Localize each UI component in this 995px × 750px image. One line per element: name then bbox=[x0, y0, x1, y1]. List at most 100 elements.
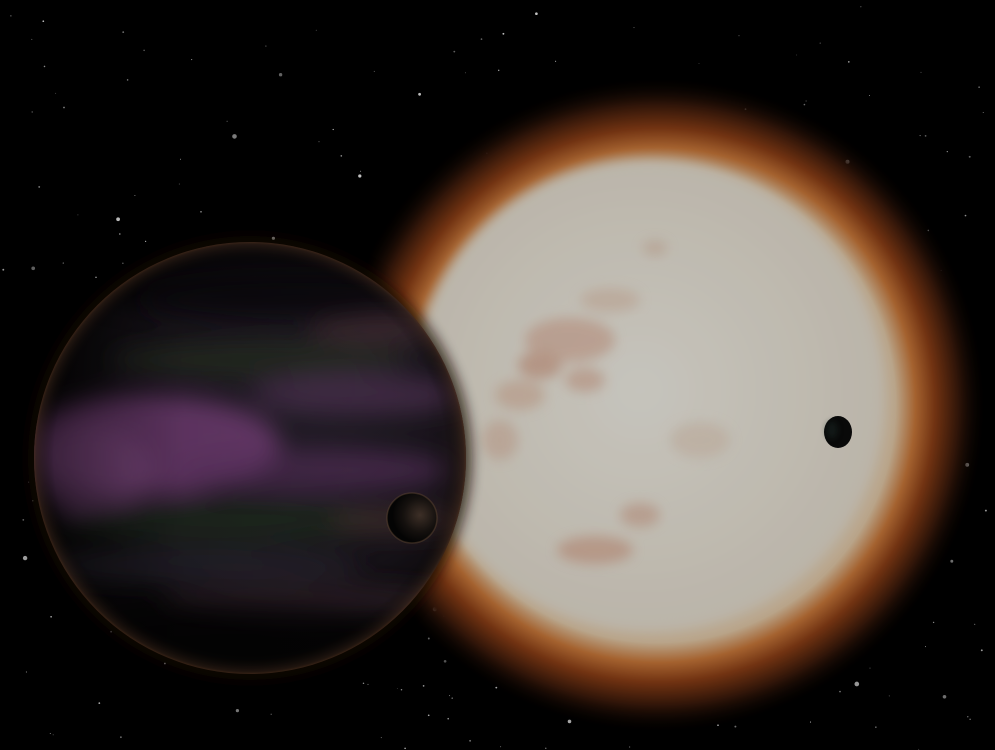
background-star bbox=[418, 92, 421, 96]
background-star bbox=[31, 266, 36, 271]
background-star bbox=[235, 708, 240, 713]
background-star bbox=[191, 59, 193, 61]
background-star bbox=[62, 262, 64, 264]
background-star bbox=[404, 747, 406, 750]
background-star bbox=[545, 747, 547, 749]
background-star bbox=[734, 725, 737, 728]
background-star bbox=[447, 717, 450, 720]
background-star bbox=[178, 183, 180, 185]
background-star bbox=[118, 233, 121, 235]
background-star bbox=[42, 20, 45, 23]
background-star bbox=[803, 103, 806, 106]
background-star bbox=[122, 262, 124, 264]
background-star bbox=[367, 683, 369, 685]
background-star bbox=[10, 15, 12, 17]
background-star bbox=[451, 697, 453, 699]
background-star bbox=[555, 60, 557, 62]
background-star bbox=[805, 100, 807, 102]
background-star bbox=[942, 695, 947, 699]
background-star bbox=[502, 32, 505, 35]
background-star bbox=[134, 195, 136, 196]
background-star bbox=[265, 45, 267, 47]
background-star bbox=[932, 621, 935, 624]
background-star bbox=[443, 659, 447, 663]
background-star bbox=[270, 713, 272, 715]
background-star bbox=[982, 111, 984, 113]
background-star bbox=[919, 135, 921, 137]
background-star bbox=[98, 702, 101, 704]
background-star bbox=[480, 38, 483, 40]
background-star bbox=[77, 214, 79, 216]
background-star bbox=[2, 268, 5, 271]
background-star bbox=[633, 27, 635, 29]
background-star bbox=[232, 134, 237, 139]
background-star bbox=[500, 746, 502, 748]
background-star bbox=[28, 481, 30, 483]
background-star bbox=[950, 559, 954, 563]
background-star bbox=[50, 616, 52, 618]
background-star bbox=[869, 667, 871, 669]
background-star bbox=[373, 70, 375, 72]
background-star bbox=[63, 106, 65, 109]
background-star bbox=[200, 211, 202, 213]
background-star bbox=[422, 685, 425, 687]
star bbox=[328, 75, 988, 735]
background-star bbox=[464, 72, 466, 74]
background-star bbox=[535, 12, 538, 16]
background-star bbox=[143, 49, 145, 52]
background-star bbox=[854, 681, 860, 687]
background-star bbox=[819, 42, 821, 44]
background-star bbox=[453, 50, 456, 53]
background-star bbox=[116, 217, 120, 222]
background-star bbox=[43, 65, 46, 68]
background-star bbox=[360, 170, 362, 172]
background-star bbox=[396, 688, 398, 689]
background-star bbox=[144, 240, 147, 243]
background-star bbox=[847, 61, 850, 63]
background-star bbox=[978, 86, 980, 88]
background-star bbox=[968, 155, 971, 158]
background-star bbox=[875, 726, 877, 728]
background-star bbox=[318, 141, 320, 143]
background-star bbox=[920, 71, 922, 73]
moon-near-planet bbox=[386, 492, 438, 544]
background-star bbox=[839, 690, 841, 693]
background-star bbox=[860, 6, 862, 8]
background-star bbox=[698, 63, 700, 64]
background-star bbox=[49, 732, 51, 735]
background-star bbox=[738, 35, 740, 37]
background-star bbox=[340, 155, 343, 157]
background-star bbox=[469, 739, 472, 742]
background-star bbox=[25, 671, 27, 673]
background-star bbox=[974, 623, 976, 626]
background-star bbox=[868, 95, 870, 97]
background-star bbox=[924, 135, 927, 137]
background-star bbox=[888, 695, 890, 697]
gas-giant-planet bbox=[28, 236, 472, 680]
background-star bbox=[332, 128, 334, 131]
background-star bbox=[122, 31, 125, 33]
background-star bbox=[179, 158, 181, 160]
background-star bbox=[809, 721, 812, 723]
background-star bbox=[358, 174, 362, 178]
background-star bbox=[946, 151, 948, 153]
background-star bbox=[980, 649, 983, 652]
background-star bbox=[796, 54, 798, 56]
background-star bbox=[31, 111, 33, 113]
background-star bbox=[315, 29, 317, 31]
background-star bbox=[52, 734, 54, 736]
background-star bbox=[226, 120, 228, 122]
background-star bbox=[119, 736, 122, 739]
background-star bbox=[22, 519, 25, 521]
background-star bbox=[362, 682, 365, 685]
background-star bbox=[427, 714, 430, 717]
background-star bbox=[628, 746, 631, 748]
background-star bbox=[925, 646, 926, 648]
background-star bbox=[969, 718, 971, 720]
background-star bbox=[22, 555, 28, 561]
moon-transiting-star bbox=[824, 416, 852, 448]
background-star bbox=[31, 38, 33, 40]
